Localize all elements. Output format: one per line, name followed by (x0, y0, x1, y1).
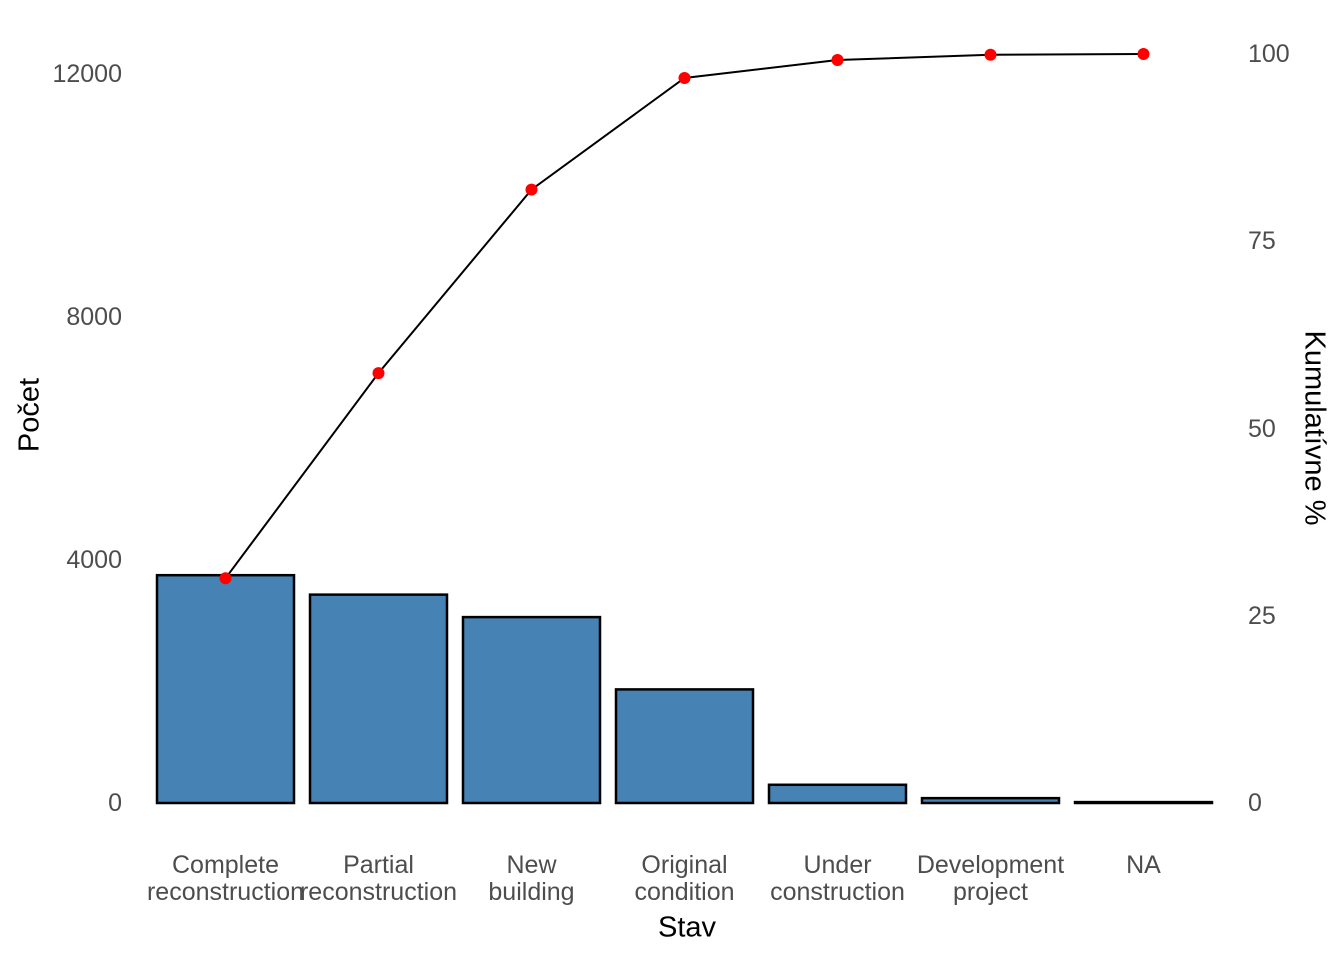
x-tick-line: Partial (343, 851, 414, 879)
x-tick-under-construction: Under construction (688, 852, 988, 906)
cumulative-point-na (1137, 48, 1150, 60)
x-tick-partial-reconstruction: Partial reconstruction (229, 852, 529, 906)
bar-development-project (920, 796, 1061, 805)
bar-complete-reconstruction (155, 573, 296, 805)
bar-new-building (461, 615, 602, 805)
x-tick-line: construction (770, 878, 905, 906)
y-left-tick-12000: 12000 (52, 60, 122, 88)
y-right-tick-0: 0 (1248, 789, 1262, 817)
x-tick-original-condition: Original condition (535, 852, 835, 906)
x-axis-title: Stav (657, 911, 717, 944)
y-left-tick-0: 0 (108, 789, 122, 817)
x-tick-line: New (506, 851, 557, 879)
cumulative-point-complete-reconstruction (219, 572, 232, 585)
y-right-tick-25: 25 (1248, 601, 1276, 630)
cumulative-point-development-project (984, 48, 997, 61)
y-left-tick-8000: 8000 (66, 303, 122, 331)
bar-under-construction (767, 783, 908, 805)
y-right-tick-100: 100 (1248, 40, 1290, 68)
x-tick-development-project: Development project (841, 852, 1141, 906)
cumulative-point-partial-reconstruction (372, 367, 385, 380)
x-tick-line: NA (1126, 851, 1161, 879)
x-tick-new-building: New building (382, 852, 682, 906)
bar-na (1073, 800, 1214, 805)
x-tick-line: condition (634, 878, 735, 906)
x-tick-na: NA (994, 852, 1294, 879)
y-left-tick-4000: 4000 (66, 546, 122, 574)
cumulative-point-original-condition (678, 71, 691, 84)
x-tick-line: project (952, 878, 1029, 906)
x-tick-line: Original (641, 851, 728, 879)
bar-original-condition (614, 688, 755, 805)
y-right-tick-75: 75 (1248, 227, 1276, 256)
cumulative-point-under-construction (831, 53, 844, 66)
x-tick-line: Development (916, 851, 1065, 879)
y-right-tick-50: 50 (1248, 414, 1276, 443)
x-tick-line: reconstruction (146, 878, 305, 906)
y-axis-title-left: Počet (13, 377, 46, 453)
x-tick-line: Complete (172, 851, 279, 879)
x-tick-complete-reconstruction: Complete reconstruction (76, 852, 376, 906)
x-tick-line: reconstruction (299, 878, 458, 906)
cumulative-point-new-building (525, 183, 538, 196)
bar-partial-reconstruction (308, 593, 449, 805)
cumulative-line (224, 53, 1144, 579)
x-tick-line: building (488, 878, 575, 906)
y-axis-title-right: Kumulatívne % (1298, 330, 1331, 526)
x-tick-line: Under (803, 851, 872, 879)
